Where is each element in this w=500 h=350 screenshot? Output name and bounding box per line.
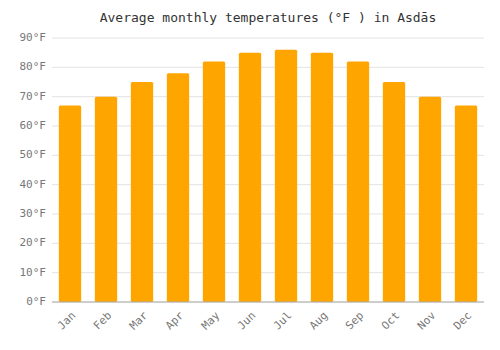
x-tick-label: Mar	[127, 309, 151, 333]
y-tick-label: 70°F	[20, 90, 47, 103]
grid-line	[52, 38, 484, 39]
x-tick-label: Feb	[91, 309, 114, 332]
x-tick-label: Jan	[55, 309, 78, 332]
x-tick-label: Jul	[271, 309, 294, 332]
chart: Average monthly temperatures (°F ) in As…	[0, 0, 500, 350]
bar	[383, 82, 405, 302]
x-tick-label: Sep	[343, 309, 366, 332]
bar	[59, 105, 81, 302]
x-tick-label: Jun	[235, 309, 258, 332]
y-tick-label: 60°F	[20, 119, 47, 132]
x-tick-label: Apr	[163, 309, 187, 333]
bar	[239, 53, 261, 302]
bar	[203, 61, 225, 302]
bar	[347, 61, 369, 302]
bar	[95, 97, 117, 302]
bar	[455, 105, 477, 302]
y-tick-label: 0°F	[26, 295, 46, 308]
y-tick-label: 40°F	[20, 178, 47, 191]
bar	[167, 73, 189, 302]
bars	[59, 50, 477, 302]
bar	[311, 53, 333, 302]
grid-line	[52, 67, 484, 68]
x-tick-label: Oct	[379, 309, 402, 332]
x-tick-label: Aug	[307, 309, 330, 332]
grid-line	[52, 96, 484, 97]
bar	[131, 82, 153, 302]
y-tick-label: 80°F	[20, 60, 47, 73]
x-axis-line	[52, 302, 484, 303]
x-tick-label: Nov	[415, 309, 439, 333]
bar	[419, 97, 441, 302]
y-tick-label: 50°F	[20, 148, 47, 161]
y-tick-label: 10°F	[20, 266, 47, 279]
x-tick-label: May	[199, 309, 223, 333]
y-tick-label: 30°F	[20, 207, 47, 220]
x-tick-label: Dec	[451, 309, 474, 332]
y-tick-label: 20°F	[20, 236, 47, 249]
bar	[275, 50, 297, 302]
grid	[52, 38, 484, 302]
y-tick-label: 90°F	[20, 31, 47, 44]
grid-line	[52, 302, 484, 303]
y-axis: 0°F 10°F 20°F 30°F 40°F 50°F 60°F 70°F 80°F 90°F	[20, 31, 47, 308]
title: Average monthly temperatures (°F ) in As…	[100, 10, 437, 25]
x-axis: Jan Feb Mar Apr May Jun Jul Aug Sep Oct Nov Dec	[52, 302, 484, 332]
